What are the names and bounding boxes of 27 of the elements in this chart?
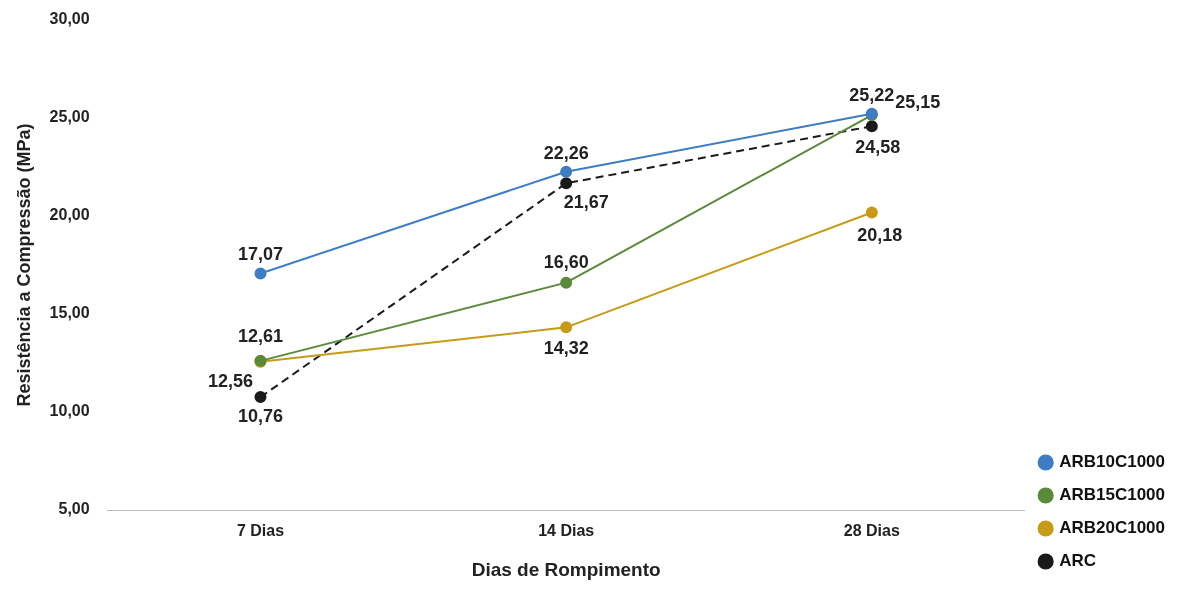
legend-label: ARB15C1000 <box>1059 485 1166 505</box>
x-tick-label: 7 Dias <box>236 522 285 540</box>
y-tick-label: 5,00 <box>58 500 90 518</box>
data-label: 16,60 <box>543 251 589 272</box>
data-label: 12,56 <box>207 370 253 391</box>
y-tick-label: 30,00 <box>49 10 90 28</box>
y-tick-label: 15,00 <box>49 304 90 322</box>
x-tick-label: 14 Dias <box>538 522 595 540</box>
data-label: 10,76 <box>237 406 283 427</box>
data-label: 25,15 <box>895 92 941 113</box>
data-label: 12,61 <box>237 325 283 346</box>
data-label: 24,58 <box>855 137 901 158</box>
y-axis-title: Resistência a Compressão (MPa) <box>13 123 34 407</box>
data-label: 21,67 <box>563 192 609 213</box>
y-tick-label: 10,00 <box>49 402 90 420</box>
y-tick-label: 25,00 <box>49 108 90 126</box>
x-axis-title: Dias de Rompimento <box>471 558 661 580</box>
legend-label: ARB10C1000 <box>1059 452 1166 472</box>
x-tick-label: 28 Dias <box>843 522 900 540</box>
legend-label: ARB20C1000 <box>1059 518 1166 538</box>
data-label: 14,32 <box>543 338 589 359</box>
y-tick-label: 20,00 <box>49 206 90 224</box>
data-label: 17,07 <box>237 244 283 265</box>
data-label: 25,22 <box>849 84 895 105</box>
data-label: 20,18 <box>857 225 903 246</box>
data-label: 22,26 <box>543 142 589 163</box>
legend-label: ARC <box>1059 551 1097 571</box>
